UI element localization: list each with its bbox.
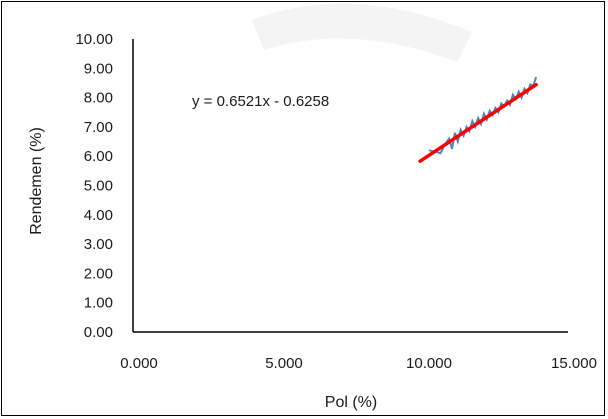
y-tick-label: 0.00 [84, 324, 113, 341]
series-trendline [418, 82, 538, 163]
x-axis-label: Pol (%) [325, 394, 377, 411]
x-tick-label: 10.000 [406, 355, 452, 372]
y-tick-label: 3.00 [84, 236, 113, 253]
x-tick-label: 15.000 [551, 355, 597, 372]
watermark [252, 3, 472, 62]
y-tick-label: 5.00 [84, 178, 113, 195]
y-tick-label: 8.00 [84, 90, 113, 107]
x-tick-label: 0.000 [120, 355, 158, 372]
trendline-equation: y = 0.6521x - 0.6258 [192, 93, 329, 110]
y-tick-label: 1.00 [84, 295, 113, 312]
y-tick-labels: 0.00 1.00 2.00 3.00 4.00 5.00 6.00 7.00 8.00 9.00… [75, 31, 113, 341]
series-observed-line [428, 76, 538, 155]
y-tick-label: 9.00 [84, 60, 113, 77]
y-axis-label: Rendemen (%) [28, 127, 45, 235]
y-tick-label: 4.00 [84, 207, 113, 224]
x-tick-label: 5.000 [265, 355, 303, 372]
y-tick-label: 6.00 [84, 148, 113, 165]
x-tick-labels: 0.000 5.000 10.000 15.000 [120, 355, 597, 372]
y-tick-label: 10.00 [75, 31, 113, 48]
y-tick-label: 7.00 [84, 119, 113, 136]
watermark-shape [252, 3, 472, 62]
y-tick-label: 2.00 [84, 265, 113, 282]
